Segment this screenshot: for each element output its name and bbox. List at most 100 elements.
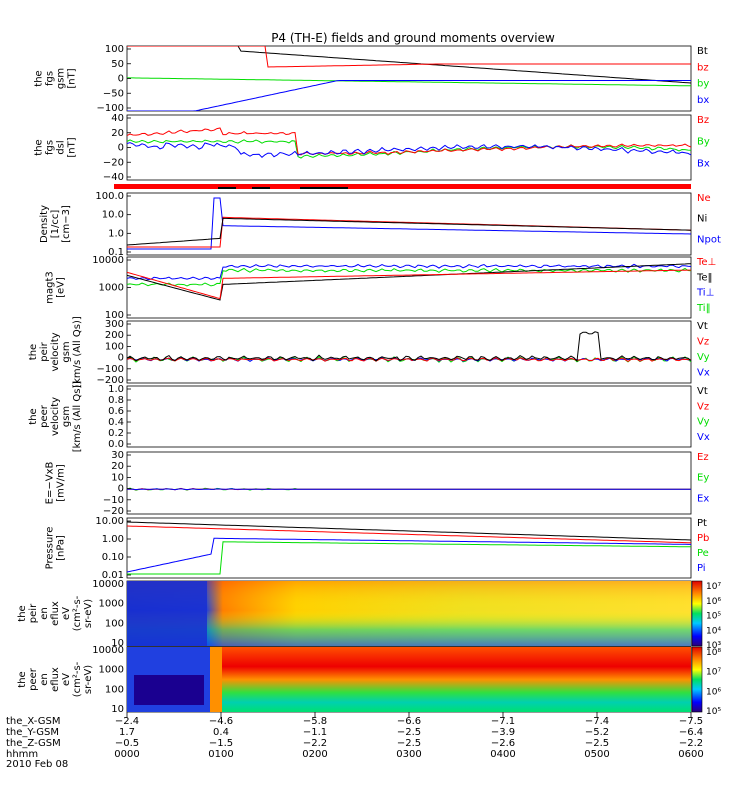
colorbar-tick-label: 10⁵ (706, 707, 721, 717)
x-tick-label: −1.5 (209, 738, 233, 749)
x-tick-label: 0600 (678, 749, 703, 760)
series-line (127, 78, 691, 86)
legend-entry: by (697, 79, 709, 90)
panel-density: 100.0 10.0 1.0 0.1 Density[1/cc][cm−3] Ne Ni Np… (39, 191, 721, 258)
x-tick-label: −1.1 (303, 727, 327, 738)
y-tick-label: 0.10 (102, 552, 124, 563)
legend-entry: Ti⊥ (696, 288, 714, 299)
series-line (127, 542, 691, 574)
legend-entry: Pt (697, 518, 707, 529)
y-tick-label: 100 (105, 618, 124, 629)
y-tick-label: 100 (105, 684, 124, 695)
y-axis-label: thefgsdsl[nT] (34, 137, 78, 157)
y-tick-label: 0.4 (108, 417, 124, 428)
y-axis-label: thepeervelocitygsm[km/s (All Qs)] (28, 381, 83, 453)
x-tick-label: 0100 (208, 749, 233, 760)
series-line (127, 46, 691, 67)
panel-temperature: 10000 1000 100 magt3[eV] Te⊥ Te‖ Ti⊥ Ti‖ (45, 255, 717, 321)
legend-entry: Vy (697, 417, 710, 428)
y-tick-label: −50 (103, 88, 124, 99)
y-axis-label: magt3[eV] (45, 271, 67, 304)
x-tick-label: −2.5 (585, 738, 609, 749)
colorbar-tick-label: 10⁵ (706, 612, 721, 622)
legend-entry: Ey (697, 473, 709, 484)
panel-peer_velocity: 1.00.80.60.40.20.0thepeervelocitygsm[km/… (28, 381, 710, 453)
date-label: 2010 Feb 08 (6, 759, 68, 770)
series-line (127, 270, 691, 299)
x-tick-label: −6.4 (679, 727, 703, 738)
panel-fgs_dsl: 40200−20−40thefgsdsl[nT]BzByBx (34, 113, 710, 183)
colorbar-tick-label: 10⁷ (706, 582, 721, 592)
y-tick-label: −10 (103, 495, 124, 506)
x-tick-label: −3.9 (491, 727, 515, 738)
x-tick-label: 0000 (114, 749, 139, 760)
legend-entry: Pb (697, 533, 709, 544)
x-tick-label: −2.6 (491, 738, 515, 749)
y-tick-label: 1000 (99, 599, 124, 610)
peir-spectrogram (127, 581, 691, 646)
y-tick-label: 10000 (92, 645, 124, 656)
panel-pressure: 10.00 1.00 0.10 0.01 Pressure[nPa] Pt Pb Pe Pi (45, 516, 710, 581)
y-tick-label: 10 (111, 704, 124, 715)
y-tick-label: 1.0 (108, 384, 124, 395)
legend-entry: Pi (697, 563, 706, 574)
legend-entry: Vt (697, 386, 708, 397)
y-tick-label: 0.0 (108, 439, 124, 450)
legend-entry: Pe (697, 548, 709, 559)
y-tick-label: 100.0 (95, 191, 124, 202)
legend-entry: Vx (697, 432, 710, 443)
y-axis-label: Density[1/cc][cm−3] (39, 205, 72, 243)
y-tick-label: 0 (118, 353, 124, 364)
y-axis-label: thefgsgsm[nT] (34, 68, 78, 89)
y-tick-label: 10.0 (102, 210, 124, 221)
panel-frame (127, 452, 691, 514)
legend-entry: Bz (697, 115, 709, 126)
legend-entry: bz (697, 62, 709, 73)
colorbar-tick-label: 10⁴ (706, 626, 721, 636)
y-tick-label: 20 (111, 128, 124, 139)
legend-entry: Ez (697, 452, 709, 463)
x-tick-label: 1.7 (119, 727, 135, 738)
overview-figure: P4 (TH-E) fields and ground moments over… (0, 0, 750, 800)
legend-entry: Vt (697, 321, 708, 332)
y-tick-label: 50 (111, 59, 124, 70)
y-tick-label: 0 (118, 143, 124, 154)
legend-entry: Vz (697, 401, 709, 412)
x-tick-label: 0300 (396, 749, 421, 760)
status-bar (114, 184, 691, 189)
legend-entry: Bx (697, 158, 710, 169)
x-tick-label: −2.4 (115, 716, 139, 727)
y-tick-label: 0 (118, 484, 124, 495)
y-axis-label: thepeirenefluxeV(cm²-s-sr-eV) (17, 595, 94, 631)
x-tick-label: 0200 (302, 749, 327, 760)
legend-entry: Bt (697, 46, 708, 57)
colorbar-tick-label: 10⁶ (706, 597, 721, 607)
x-tick-label: −7.4 (585, 716, 609, 727)
figure-title: P4 (TH-E) fields and ground moments over… (271, 31, 555, 45)
y-tick-label: 30 (111, 450, 124, 461)
legend-entry: Vx (697, 368, 710, 379)
x-tick-label: 0500 (584, 749, 609, 760)
panel-efield: 3020100−10−20 E=−VxB[mV/m] Ez Ey Ex (45, 450, 710, 517)
x-axis-row-label: the_Y-GSM (6, 727, 59, 738)
panel-frame (127, 518, 691, 578)
x-tick-label: −4.6 (209, 716, 233, 727)
series-line (127, 264, 691, 300)
y-tick-label: 1000 (99, 665, 124, 676)
legend-entry: Te‖ (696, 272, 713, 283)
x-tick-label: −2.5 (397, 738, 421, 749)
y-axis-label: thepeerenefluxeV(cm²-s-sr-eV) (17, 661, 94, 697)
y-tick-label: 10.00 (95, 516, 124, 527)
x-axis-labels: the_X-GSMthe_Y-GSMthe_Z-GSMhhmm−2.41.7−0… (6, 712, 704, 760)
y-tick-label: 1000 (99, 283, 124, 294)
x-tick-label: −7.5 (679, 716, 703, 727)
legend-entry: Ni (697, 214, 707, 225)
colorbar-tick-label: 10⁶ (706, 687, 721, 697)
y-axis-label: thepeirvelocitygsm[km/s (All Qs)] (28, 316, 83, 388)
x-axis-row-label: the_Z-GSM (6, 738, 61, 749)
y-tick-label: 0.2 (108, 428, 124, 439)
x-tick-label: −2.2 (303, 738, 327, 749)
series-line (127, 143, 691, 158)
x-tick-label: −0.5 (115, 738, 139, 749)
y-tick-label: 20 (111, 461, 124, 472)
